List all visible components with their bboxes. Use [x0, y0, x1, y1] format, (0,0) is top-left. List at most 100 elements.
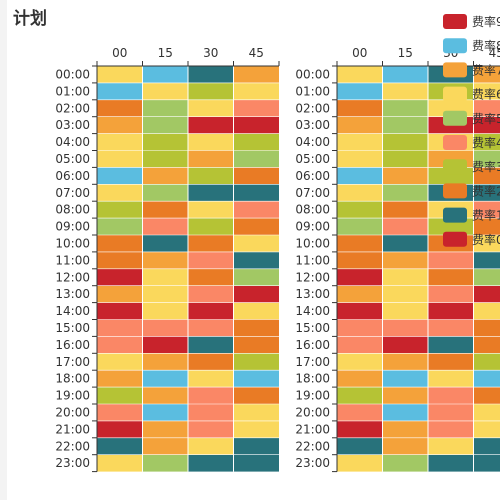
heatmap-cell-1-r17-c1[interactable] [382, 353, 429, 371]
legend-label-7[interactable]: 费率7 [472, 62, 500, 77]
heatmap-cell-1-r19-c1[interactable] [382, 387, 429, 404]
heatmap-cell-0-r7-c1[interactable] [142, 184, 189, 202]
heatmap-cell-1-r6-c1[interactable] [382, 167, 429, 185]
heatmap-cell-1-r17-c0[interactable] [337, 353, 383, 371]
heatmap-cell-1-r11-c2[interactable] [428, 251, 474, 269]
heatmap-cell-0-r16-c2[interactable] [188, 336, 234, 354]
heatmap-cell-0-r18-c2[interactable] [188, 370, 234, 388]
heatmap-cell-1-r9-c0[interactable] [337, 218, 383, 235]
heatmap-cell-0-r12-c0[interactable] [97, 268, 143, 286]
heatmap-cell-0-r15-c1[interactable] [142, 319, 189, 337]
heatmap-cell-0-r4-c3[interactable] [233, 133, 280, 151]
heatmap-cell-0-r20-c3[interactable] [233, 404, 280, 421]
heatmap-cell-0-r18-c3[interactable] [233, 370, 280, 388]
heatmap-cell-1-r8-c1[interactable] [382, 201, 429, 219]
legend-label-8[interactable]: 费率8 [472, 38, 500, 53]
heatmap-cell-0-r22-c2[interactable] [188, 437, 234, 455]
heatmap-cell-0-r14-c2[interactable] [188, 302, 234, 320]
heatmap-cell-1-r9-c3[interactable] [473, 218, 500, 235]
heatmap-cell-0-r5-c2[interactable] [188, 150, 234, 168]
legend-label-5[interactable]: 费率5 [472, 111, 500, 126]
heatmap-cell-1-r18-c3[interactable] [473, 370, 500, 388]
heatmap-cell-0-r1-c0[interactable] [97, 82, 143, 100]
heatmap-cell-0-r2-c2[interactable] [188, 99, 234, 117]
heatmap-cell-0-r16-c3[interactable] [233, 336, 280, 354]
heatmap-cell-0-r5-c0[interactable] [97, 150, 143, 168]
heatmap-cell-1-r20-c0[interactable] [337, 404, 383, 421]
legend-label-1[interactable]: 费率1 [472, 208, 500, 223]
heatmap-cell-0-r9-c2[interactable] [188, 218, 234, 235]
heatmap-cell-1-r1-c3[interactable] [473, 82, 500, 100]
heatmap-cell-0-r11-c0[interactable] [97, 251, 143, 269]
heatmap-cell-0-r19-c2[interactable] [188, 387, 234, 404]
heatmap-cell-1-r12-c1[interactable] [382, 268, 429, 286]
heatmap-cell-0-r20-c1[interactable] [142, 404, 189, 421]
heatmap-cell-1-r21-c2[interactable] [428, 420, 474, 438]
heatmap-cell-1-r13-c1[interactable] [382, 285, 429, 303]
heatmap-cell-1-r16-c3[interactable] [473, 336, 500, 354]
heatmap-cell-1-r22-c2[interactable] [428, 437, 474, 455]
heatmap-cell-0-r16-c0[interactable] [97, 336, 143, 354]
heatmap-cell-0-r22-c0[interactable] [97, 437, 143, 455]
heatmap-cell-1-r12-c2[interactable] [428, 268, 474, 286]
heatmap-cell-1-r21-c1[interactable] [382, 420, 429, 438]
heatmap-cell-0-r17-c2[interactable] [188, 353, 234, 371]
heatmap-cell-0-r21-c1[interactable] [142, 420, 189, 438]
heatmap-cell-1-r4-c1[interactable] [382, 133, 429, 151]
heatmap-cell-0-r5-c3[interactable] [233, 150, 280, 168]
heatmap-cell-0-r6-c0[interactable] [97, 167, 143, 185]
heatmap-cell-1-r20-c1[interactable] [382, 404, 429, 421]
legend-label-6[interactable]: 费率6 [472, 87, 500, 102]
heatmap-cell-0-r12-c2[interactable] [188, 268, 234, 286]
heatmap-cell-1-r3-c0[interactable] [337, 116, 383, 134]
heatmap-cell-0-r8-c3[interactable] [233, 201, 280, 219]
heatmap-cell-0-r23-c0[interactable] [97, 454, 143, 472]
heatmap-cell-0-r8-c1[interactable] [142, 201, 189, 219]
heatmap-cell-0-r1-c3[interactable] [233, 82, 280, 100]
heatmap-cell-1-r18-c1[interactable] [382, 370, 429, 388]
heatmap-cell-0-r10-c1[interactable] [142, 235, 189, 252]
heatmap-cell-0-r18-c0[interactable] [97, 370, 143, 388]
heatmap-cell-0-r4-c1[interactable] [142, 133, 189, 151]
heatmap-cell-0-r22-c3[interactable] [233, 437, 280, 455]
heatmap-cell-0-r14-c0[interactable] [97, 302, 143, 320]
heatmap-cell-1-r14-c3[interactable] [473, 302, 500, 320]
heatmap-cell-1-r10-c3[interactable] [473, 235, 500, 252]
legend-label-0[interactable]: 费率0 [472, 232, 500, 247]
heatmap-cell-0-r21-c3[interactable] [233, 420, 280, 438]
legend-swatch-3[interactable] [443, 159, 467, 175]
heatmap-cell-0-r16-c1[interactable] [142, 336, 189, 354]
heatmap-cell-0-r11-c3[interactable] [233, 251, 280, 269]
heatmap-cell-0-r3-c1[interactable] [142, 116, 189, 134]
heatmap-cell-0-r15-c3[interactable] [233, 319, 280, 337]
heatmap-cell-1-r2-c3[interactable] [473, 99, 500, 117]
heatmap-cell-0-r17-c3[interactable] [233, 353, 280, 371]
heatmap-cell-0-r13-c2[interactable] [188, 285, 234, 303]
heatmap-cell-1-r2-c0[interactable] [337, 99, 383, 117]
heatmap-cell-0-r20-c0[interactable] [97, 404, 143, 421]
heatmap-cell-1-r4-c3[interactable] [473, 133, 500, 151]
heatmap-cell-0-r10-c3[interactable] [233, 235, 280, 252]
legend-swatch-7[interactable] [443, 62, 467, 78]
heatmap-cell-0-r11-c1[interactable] [142, 251, 189, 269]
heatmap-cell-0-r12-c1[interactable] [142, 268, 189, 286]
heatmap-cell-0-r21-c2[interactable] [188, 420, 234, 438]
heatmap-cell-0-r1-c1[interactable] [142, 82, 189, 100]
heatmap-cell-1-r16-c0[interactable] [337, 336, 383, 354]
heatmap-cell-1-r5-c1[interactable] [382, 150, 429, 168]
heatmap-cell-0-r11-c2[interactable] [188, 251, 234, 269]
heatmap-cell-1-r20-c2[interactable] [428, 404, 474, 421]
heatmap-cell-1-r0-c1[interactable] [382, 66, 429, 83]
legend-swatch-9[interactable] [443, 14, 467, 29]
heatmap-cell-0-r5-c1[interactable] [142, 150, 189, 168]
legend-swatch-2[interactable] [443, 183, 467, 199]
heatmap-cell-1-r11-c1[interactable] [382, 251, 429, 269]
heatmap-cell-0-r15-c0[interactable] [97, 319, 143, 337]
legend-swatch-4[interactable] [443, 135, 467, 150]
heatmap-cell-1-r19-c2[interactable] [428, 387, 474, 404]
heatmap-cell-1-r17-c3[interactable] [473, 353, 500, 371]
heatmap-cell-1-r12-c3[interactable] [473, 268, 500, 286]
heatmap-cell-1-r4-c0[interactable] [337, 133, 383, 151]
heatmap-cell-0-r7-c3[interactable] [233, 184, 280, 202]
heatmap-cell-0-r0-c1[interactable] [142, 66, 189, 83]
